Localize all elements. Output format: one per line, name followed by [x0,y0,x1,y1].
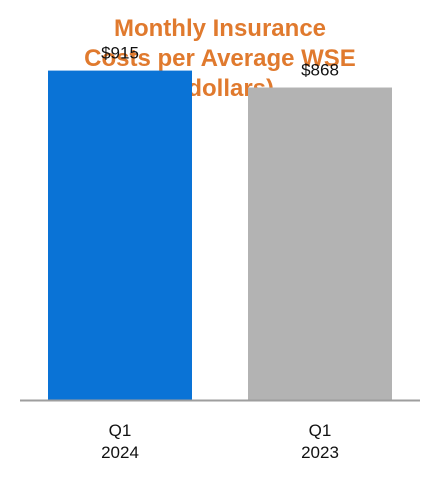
data-label-1: $868 [301,61,339,80]
category-label-1-line-1: 2023 [301,443,339,462]
category-label-0-line-1: 2024 [101,443,139,462]
bar-0 [48,70,192,400]
chart-title-line-1: Monthly Insurance [113,15,327,42]
data-label-0: $915 [101,44,139,63]
chart-title-line-2: Costs per Average WSE [84,45,356,72]
bar-1 [248,87,392,401]
category-label-0-line-0: Q1 [109,421,132,440]
chart-title: Monthly Insurance Costs per Average WSE … [0,14,440,104]
category-label-1-line-0: Q1 [309,421,332,440]
